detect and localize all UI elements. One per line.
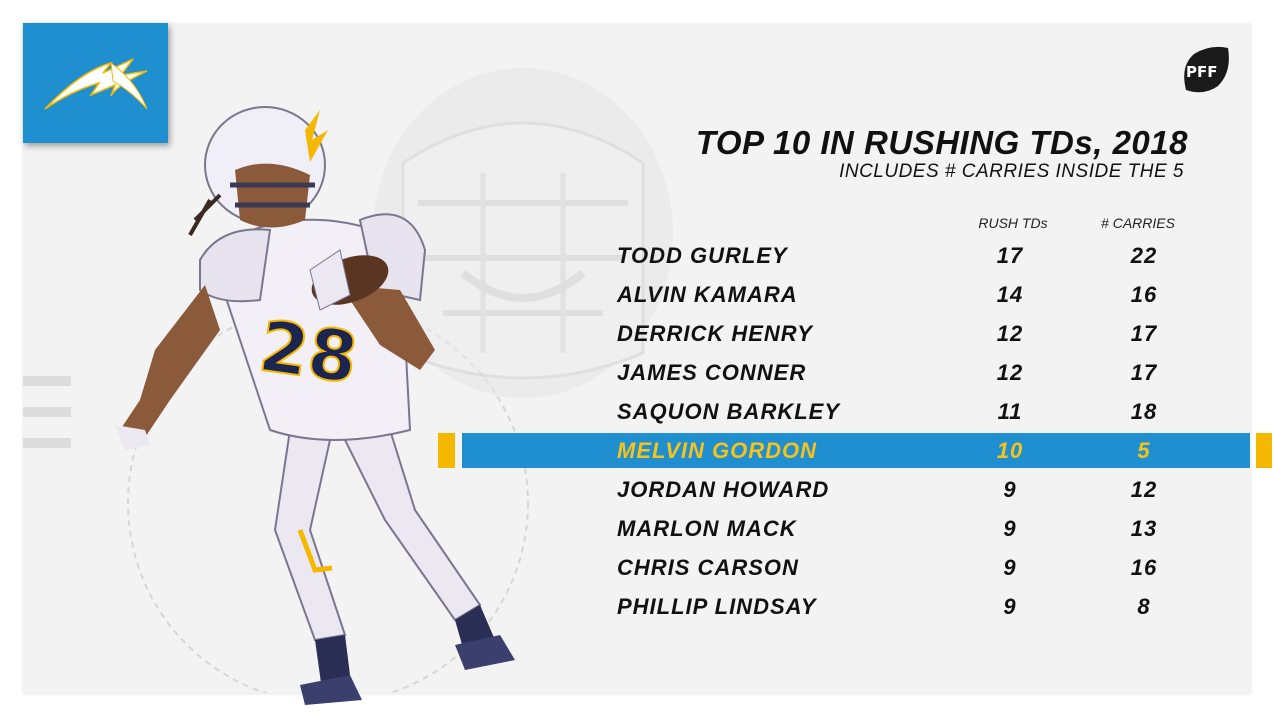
rush-tds-value: 9 — [1003, 594, 1017, 619]
highlight-tab — [1256, 433, 1272, 468]
rush-tds-value: 14 — [996, 282, 1024, 307]
rush-tds-value: 17 — [996, 243, 1024, 268]
carries-value: 16 — [1130, 555, 1158, 580]
rush-tds-value: 10 — [996, 438, 1024, 463]
pff-football-icon: PFF — [1184, 46, 1229, 93]
carries-value: 16 — [1130, 282, 1158, 307]
background-helmet-art — [127, 68, 673, 693]
chart-title: TOP 10 IN RUSHING TDs, 2018 — [695, 124, 1188, 161]
carries-value: 13 — [1130, 516, 1158, 541]
table-row-highlighted: MELVIN GORDON 10 5 — [0, 432, 1274, 471]
table-row: DERRICK HENRY 12 17 — [0, 315, 1274, 354]
carries-value: 5 — [1137, 438, 1151, 463]
side-decoration-bar — [23, 438, 71, 448]
rush-tds-value: 9 — [1003, 516, 1017, 541]
side-decoration-bar — [23, 376, 71, 386]
chargers-lightning-bolt-icon — [44, 58, 148, 110]
player-name: MELVIN GORDON — [617, 438, 818, 463]
player-name: JORDAN HOWARD — [617, 477, 830, 502]
player-name: JAMES CONNER — [617, 360, 807, 385]
rush-tds-value: 12 — [996, 321, 1024, 346]
rush-tds-value: 9 — [1003, 555, 1017, 580]
table-row: JORDAN HOWARD 9 12 — [0, 471, 1274, 510]
team-logo-badge — [23, 23, 168, 143]
table-row: CHRIS CARSON 9 16 — [0, 549, 1274, 588]
table-row: MARLON MACK 9 13 — [0, 510, 1274, 549]
carries-value: 22 — [1130, 243, 1158, 268]
rush-tds-value: 11 — [997, 399, 1023, 424]
table-row: TODD GURLEY 17 22 — [0, 237, 1274, 276]
table-row: ALVIN KAMARA 14 16 — [0, 276, 1274, 315]
player-illustration: 28 — [115, 106, 515, 705]
svg-text:28: 28 — [255, 305, 363, 400]
chart-subtitle: INCLUDES # CARRIES INSIDE THE 5 — [839, 161, 1184, 182]
carries-value: 17 — [1130, 360, 1158, 385]
column-header-rush-tds: RUSH TDs — [978, 215, 1048, 231]
rush-tds-value: 12 — [996, 360, 1024, 385]
side-decoration-bar — [23, 407, 71, 417]
dashed-circle — [127, 302, 529, 693]
player-name: PHILLIP LINDSAY — [617, 594, 817, 619]
table-row: PHILLIP LINDSAY 9 8 — [0, 588, 1274, 627]
player-figure-icon: 28 — [115, 106, 515, 705]
carries-value: 17 — [1130, 321, 1158, 346]
player-name: MARLON MACK — [617, 516, 797, 541]
player-name: DERRICK HENRY — [617, 321, 813, 346]
pff-logo-text: PFF — [1186, 63, 1218, 81]
player-name: CHRIS CARSON — [617, 555, 799, 580]
player-name: ALVIN KAMARA — [617, 282, 798, 307]
table-row: JAMES CONNER 12 17 — [0, 354, 1274, 393]
table-row: SAQUON BARKLEY 11 18 — [0, 393, 1274, 432]
carries-value: 18 — [1130, 399, 1158, 424]
carries-value: 12 — [1130, 477, 1158, 502]
column-header-carries: # CARRIES — [1101, 215, 1175, 231]
faded-helmet-icon — [373, 68, 673, 398]
highlight-tab — [438, 433, 455, 468]
rush-tds-value: 9 — [1003, 477, 1017, 502]
carries-value: 8 — [1137, 594, 1151, 619]
highlight-bar — [462, 433, 1250, 468]
player-name: SAQUON BARKLEY — [617, 399, 841, 424]
player-name: TODD GURLEY — [617, 243, 788, 268]
